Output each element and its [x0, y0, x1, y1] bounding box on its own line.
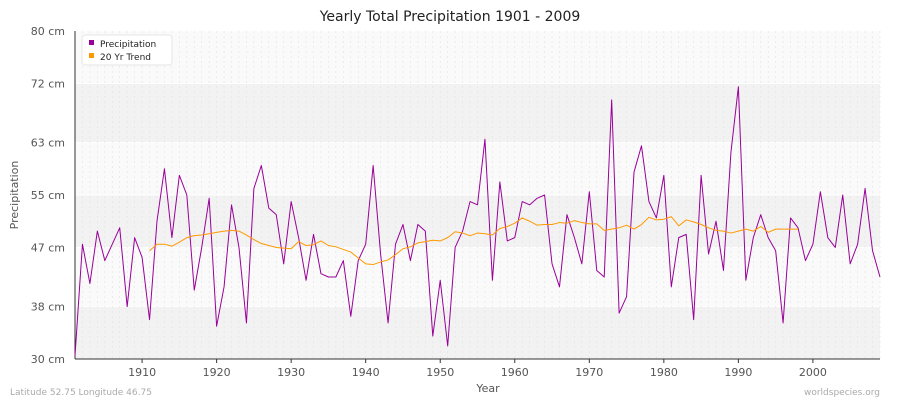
- footer-source: worldspecies.org: [804, 388, 880, 398]
- legend-box: [81, 34, 173, 66]
- y-axis-label: Precipitation: [8, 161, 21, 230]
- series-line-trend: [149, 216, 799, 266]
- legend: Precipitation 20 Yr Trend: [81, 34, 173, 66]
- x-tick-label: 1910: [128, 366, 156, 379]
- series-line-precipitation: [74, 86, 881, 356]
- x-tick-label: 1960: [501, 366, 529, 379]
- legend-label-trend: 20 Yr Trend: [100, 53, 151, 63]
- x-axis-label: Year: [475, 382, 500, 395]
- y-axis-ticks: 30 cm 38 cm 47 cm 55 cm 63 cm 72 cm 80 cm: [31, 25, 65, 366]
- x-tick-label: 1990: [724, 366, 752, 379]
- x-tick-label: 1930: [277, 366, 305, 379]
- y-tick-label: 47 cm: [31, 241, 65, 254]
- legend-swatch-trend: [89, 53, 94, 58]
- x-tick-label: 1970: [575, 366, 603, 379]
- chart-title: Yearly Total Precipitation 1901 - 2009: [319, 9, 581, 25]
- y-tick-label: 55 cm: [31, 189, 65, 202]
- x-tick-label: 1950: [426, 366, 454, 379]
- y-tick-label: 63 cm: [31, 137, 65, 150]
- x-tick-label: 1980: [650, 366, 678, 379]
- y-tick-label: 30 cm: [31, 353, 65, 366]
- x-tick-label: 1940: [352, 366, 380, 379]
- x-tick-label: 2000: [799, 366, 827, 379]
- series-layer: [74, 86, 881, 356]
- y-tick-label: 72 cm: [31, 77, 65, 90]
- y-tick-label: 80 cm: [31, 25, 65, 38]
- x-tick-label: 1920: [203, 366, 231, 379]
- y-tick-label: 38 cm: [31, 301, 65, 314]
- legend-swatch-precipitation: [89, 40, 94, 45]
- x-axis-ticks: 1910 1920 1930 1940 1950 1960 1970 1980 1990 2000: [128, 359, 827, 379]
- legend-label-precipitation: Precipitation: [100, 40, 156, 50]
- footer-location: Latitude 52.75 Longitude 46.75: [10, 388, 152, 398]
